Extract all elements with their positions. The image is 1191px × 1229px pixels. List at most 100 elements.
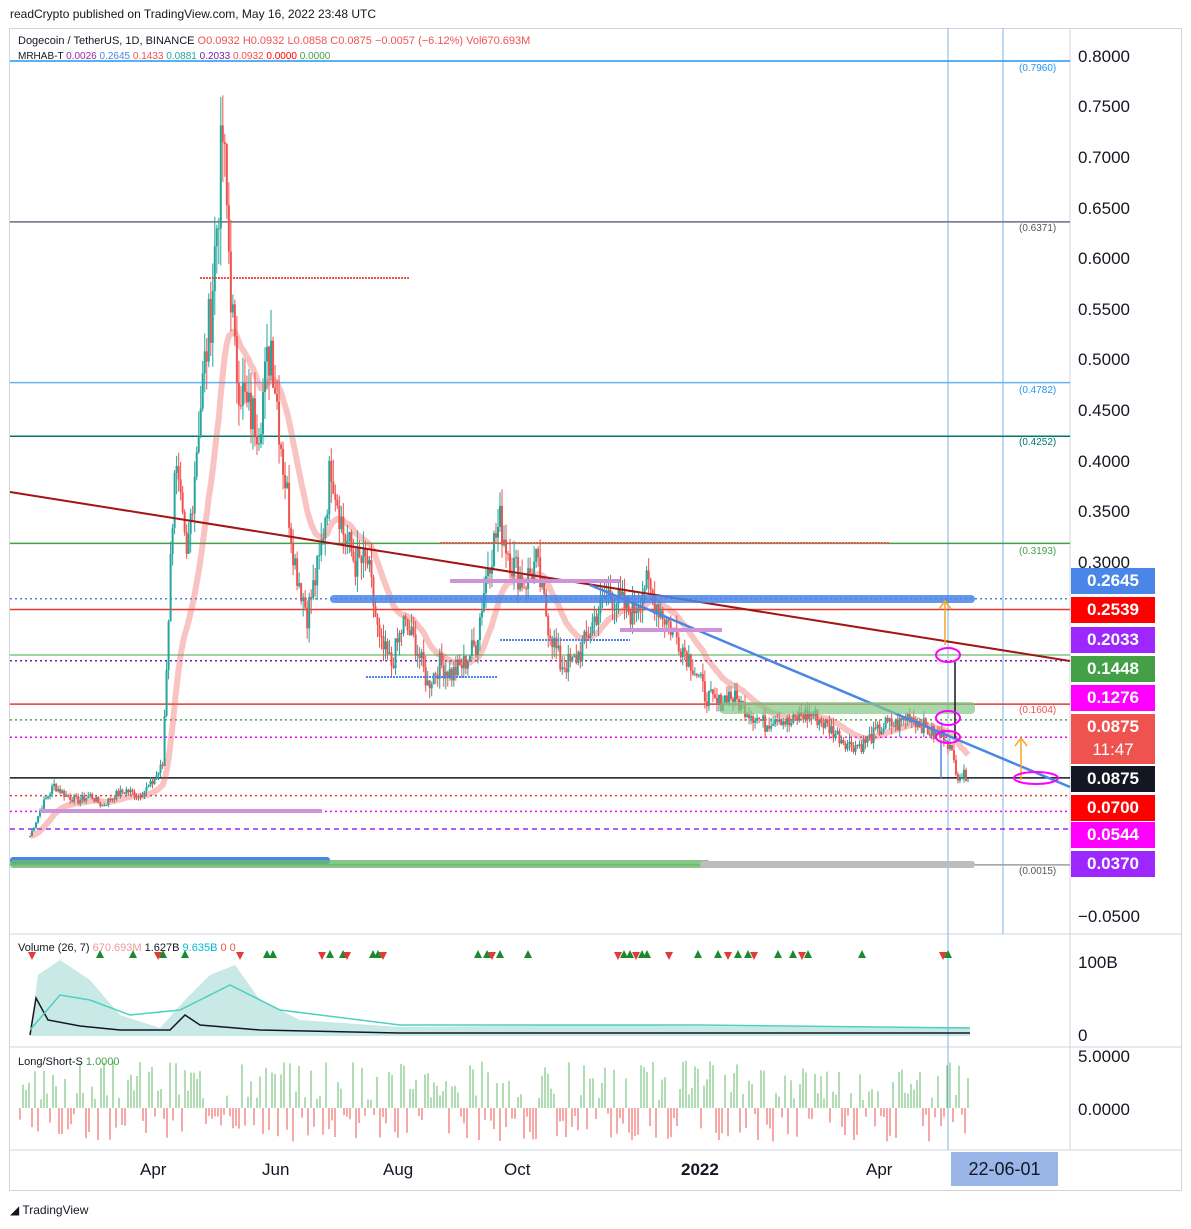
candle-body	[567, 653, 570, 673]
level-label: (0.1604)	[1019, 705, 1057, 716]
down-signal-marker	[154, 952, 162, 960]
up-signal-marker	[789, 950, 797, 958]
candle-body	[123, 792, 126, 794]
candle-body	[247, 392, 250, 403]
candle-body	[655, 604, 658, 615]
candle-body	[213, 246, 216, 292]
candle-body	[599, 596, 602, 614]
candle-body	[362, 548, 365, 563]
candle-body	[509, 553, 512, 574]
candle-body	[683, 647, 686, 652]
candle-body	[593, 616, 596, 622]
down-signal-marker	[28, 952, 36, 960]
candle-body	[306, 607, 309, 629]
candle-body	[942, 729, 945, 742]
candle-body	[727, 691, 730, 706]
candle-body	[904, 718, 907, 721]
up-signal-marker	[181, 950, 189, 958]
candle-body	[649, 579, 652, 590]
candle-body	[312, 580, 315, 599]
candle-body	[438, 652, 441, 679]
candle-body	[452, 666, 455, 681]
candle-body	[709, 689, 712, 691]
y-tick-label: 0.8000	[1078, 47, 1130, 66]
candle-body	[205, 351, 208, 362]
candle-body	[896, 719, 899, 731]
candle-body	[217, 228, 220, 230]
candle-body	[848, 741, 851, 745]
candle-body	[91, 794, 94, 800]
candle-body	[255, 435, 258, 445]
up-signal-marker	[374, 950, 382, 958]
candle-body	[384, 641, 387, 650]
candle-body	[736, 690, 739, 700]
up-signal-marker	[483, 950, 491, 958]
candle-body	[533, 561, 536, 580]
candle-body	[370, 560, 373, 578]
candle-body	[177, 466, 180, 480]
candle-body	[167, 621, 170, 670]
candle-body	[499, 505, 501, 527]
candle-body	[537, 548, 540, 558]
candle-body	[840, 739, 843, 744]
candle-body	[436, 675, 439, 679]
candle-body	[569, 653, 572, 662]
candle-body	[852, 747, 855, 752]
volume-legend-value-3: 9.635B	[182, 942, 218, 954]
candle-body	[585, 631, 588, 636]
candle-body	[555, 637, 558, 649]
countdown: 11:47	[1092, 740, 1134, 759]
candle-body	[760, 719, 763, 721]
candle-body	[420, 652, 423, 659]
candle-body	[788, 717, 791, 726]
candle-body	[858, 744, 861, 746]
candle-body	[272, 340, 275, 388]
candle-body	[111, 798, 114, 801]
down-signal-marker	[750, 952, 758, 960]
candle-body	[778, 719, 781, 722]
candle-body	[139, 796, 142, 798]
candle-body	[734, 690, 736, 702]
candle-body	[428, 680, 431, 689]
candle-body	[888, 718, 891, 722]
candle-body	[344, 534, 347, 543]
candle-body	[842, 739, 845, 744]
candle-body	[551, 638, 554, 648]
candle-body	[61, 790, 64, 793]
candle-body	[324, 518, 327, 539]
candle-body	[296, 558, 299, 586]
brand-text: TradingView	[22, 1203, 89, 1217]
candle-body	[251, 398, 254, 430]
candle-body	[143, 791, 146, 797]
candle-body	[340, 516, 343, 530]
candle-body	[249, 392, 252, 430]
candle-body	[209, 299, 212, 343]
candle-body	[878, 724, 881, 735]
candle-body	[549, 635, 552, 639]
candle-body	[284, 474, 287, 489]
candle-body	[444, 671, 447, 679]
candle-body	[400, 632, 403, 634]
candle-body	[798, 712, 801, 721]
candle-body	[57, 788, 60, 792]
candle-body	[440, 652, 443, 666]
candle-body	[342, 516, 345, 535]
candle-body	[890, 718, 893, 727]
candle-body	[711, 689, 714, 695]
candle-body	[366, 556, 369, 565]
candle-body	[314, 580, 317, 586]
up-arrow-head	[1014, 736, 1028, 747]
candle-body	[629, 611, 632, 625]
up-signal-marker	[643, 950, 651, 958]
candle-body	[338, 505, 341, 530]
candle-body	[854, 745, 857, 752]
up-signal-marker	[694, 950, 702, 958]
candle-body	[776, 719, 779, 722]
candle-body	[151, 781, 154, 784]
candle-body	[780, 719, 783, 726]
candle-body	[790, 722, 793, 726]
candle-body	[388, 652, 391, 654]
candle-body	[446, 671, 449, 679]
candle-body	[294, 558, 297, 566]
